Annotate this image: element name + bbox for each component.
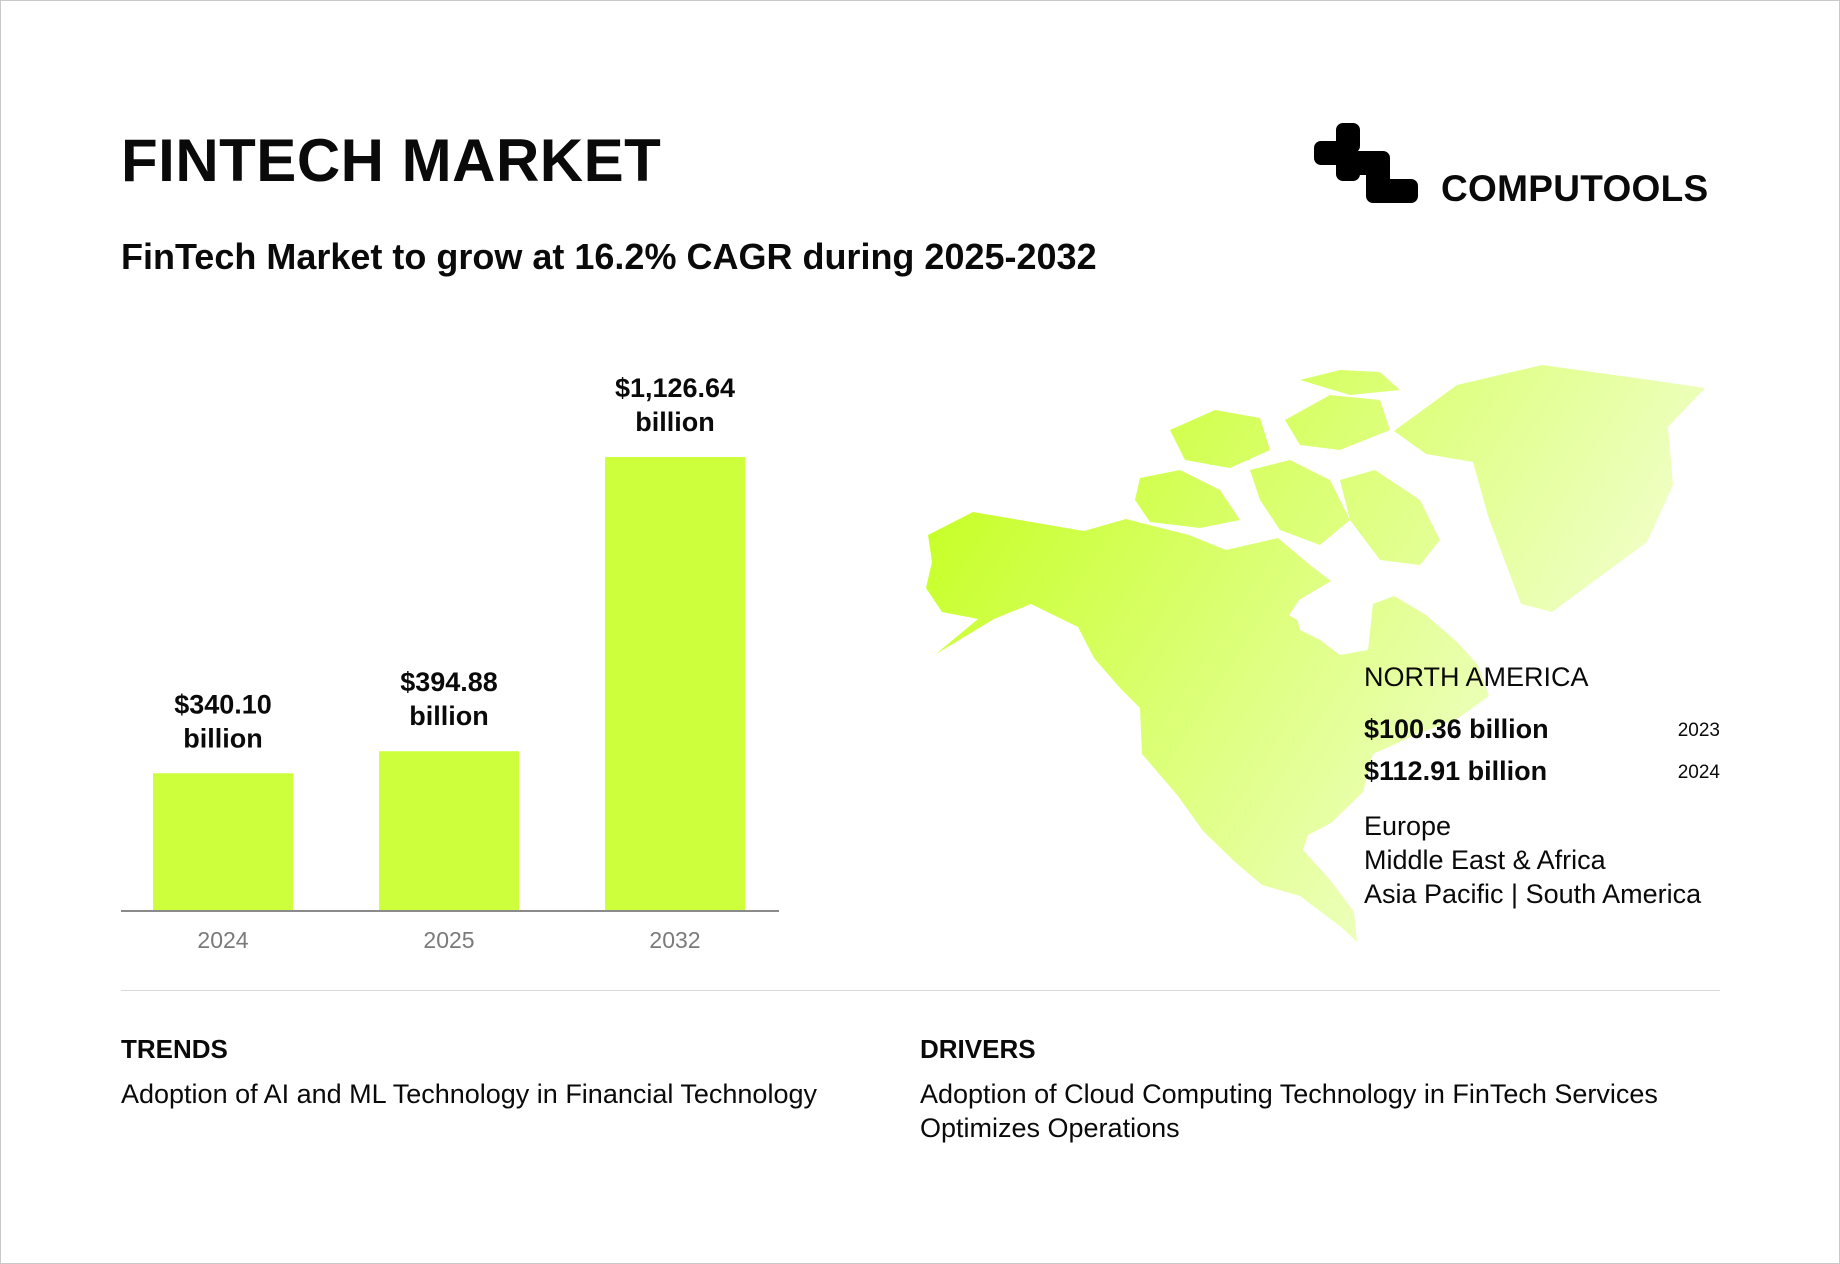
page-subtitle: FinTech Market to grow at 16.2% CAGR dur… bbox=[121, 236, 1097, 277]
region-year-2023: 2023 bbox=[1677, 720, 1720, 741]
map-greenland bbox=[1394, 365, 1705, 612]
map-arctic-island bbox=[1250, 460, 1350, 545]
bar-2024 bbox=[153, 773, 293, 910]
section-divider bbox=[121, 990, 1720, 991]
drivers-text-line: Optimizes Operations bbox=[920, 1113, 1180, 1143]
map-arctic-island bbox=[1200, 430, 1250, 465]
other-region-mea: Middle East & Africa bbox=[1364, 845, 1606, 875]
region-value-2024: $112.91 billion bbox=[1364, 756, 1548, 786]
map-arctic-island bbox=[1300, 370, 1400, 395]
bar-2032 bbox=[605, 457, 745, 910]
bar-value-label: $340.10 bbox=[174, 689, 272, 719]
bar-value-label: $1,126.64 bbox=[615, 373, 735, 403]
map-arctic-island bbox=[1340, 470, 1440, 565]
computools-logo-icon bbox=[1314, 123, 1418, 203]
x-tick-label: 2024 bbox=[197, 927, 248, 953]
drivers-text-line: Adoption of Cloud Computing Technology i… bbox=[920, 1079, 1658, 1109]
bar-unit-label: billion bbox=[183, 723, 262, 753]
bar-2025 bbox=[379, 751, 519, 910]
map-arctic-island bbox=[1135, 470, 1240, 528]
region-title: NORTH AMERICA bbox=[1364, 662, 1589, 692]
map-arctic-island bbox=[1285, 395, 1390, 450]
other-region-apac-sa: Asia Pacific | South America bbox=[1364, 879, 1702, 909]
page-title: FINTECH MARKET bbox=[121, 127, 662, 194]
trends-heading: TRENDS bbox=[121, 1034, 228, 1064]
brand-name: COMPUTOOLS bbox=[1441, 168, 1709, 209]
region-year-2024: 2024 bbox=[1677, 762, 1720, 783]
x-tick-label: 2032 bbox=[649, 927, 700, 953]
x-tick-label: 2025 bbox=[423, 927, 474, 953]
drivers-heading: DRIVERS bbox=[920, 1034, 1036, 1064]
bar-unit-label: billion bbox=[409, 701, 488, 731]
map-mainland bbox=[926, 512, 1489, 942]
bar-unit-label: billion bbox=[635, 407, 714, 437]
bar-value-label: $394.88 bbox=[400, 667, 498, 697]
trends-text: Adoption of AI and ML Technology in Fina… bbox=[121, 1079, 817, 1109]
other-region-europe: Europe bbox=[1364, 811, 1452, 841]
map-hudson-bay bbox=[1295, 592, 1372, 655]
region-value-2023: $100.36 billion bbox=[1364, 714, 1549, 744]
